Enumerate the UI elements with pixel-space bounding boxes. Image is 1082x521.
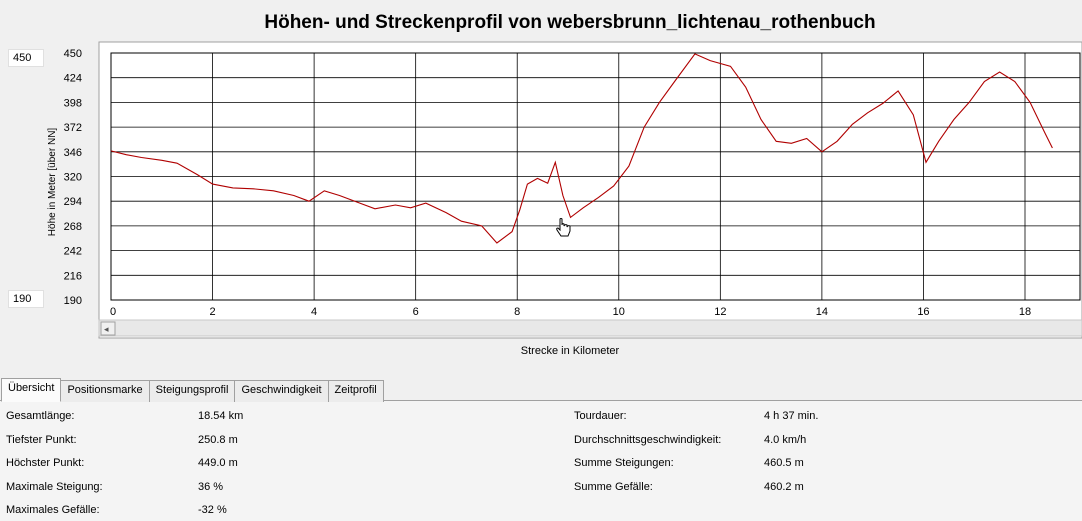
x-tick-label: 12: [714, 306, 726, 318]
chart-grid: [110, 52, 1081, 301]
x-tick-label: 6: [413, 306, 419, 318]
y-tick-label: 450: [64, 48, 82, 60]
x-tick-label: 0: [110, 306, 116, 318]
stat-label: Gesamtlänge:: [6, 410, 75, 422]
chart-title: Höhen- und Streckenprofil von webersbrun…: [264, 12, 875, 33]
stat-label: Tourdauer:: [574, 410, 627, 422]
elevation-chart: Höhen- und Streckenprofil von webersbrun…: [47, 12, 1082, 357]
y-tick-label: 398: [64, 97, 82, 109]
stat-value: 449.0 m: [198, 457, 238, 469]
elevation-series: [110, 53, 1053, 244]
x-tick-label: 10: [613, 306, 625, 318]
stat-value: 460.5 m: [764, 457, 804, 469]
y-axis-label: Höhe in Meter [über NN]: [47, 128, 58, 237]
tab-zeitprofil[interactable]: Zeitprofil: [327, 380, 384, 402]
stat-value: 460.2 m: [764, 480, 804, 493]
y-tick-label: 190: [64, 295, 82, 307]
stat-value: 36 %: [198, 480, 224, 493]
y-max-input[interactable]: 450: [8, 49, 44, 67]
x-axis-label: Strecke in Kilometer: [521, 345, 620, 357]
scroll-left-arrow-icon: ◂: [104, 324, 109, 334]
x-tick-label: 2: [209, 306, 215, 318]
stat-label: Summe Steigungen:: [574, 457, 674, 469]
stat-label: Summe Gefälle:: [574, 480, 653, 493]
y-tick-label: 242: [64, 246, 82, 258]
x-tick-label: 8: [514, 306, 520, 318]
stat-label: Maximales Gefälle:: [6, 504, 100, 516]
elevation-line: [110, 53, 1053, 244]
x-tick-label: 14: [816, 306, 828, 318]
y-min-input[interactable]: 190: [8, 290, 44, 308]
horizontal-scrollbar[interactable]: [98, 319, 1082, 337]
overview-panel: Gesamtlänge: 18.54 km Tiefster Punkt: 250.8…: [0, 400, 1082, 521]
y-tick-label: 294: [64, 196, 82, 208]
y-tick-label: 346: [64, 147, 82, 159]
tab-geschwindigkeit[interactable]: Geschwindigkeit: [234, 380, 329, 402]
stat-label: Höchster Punkt:: [6, 457, 85, 469]
x-axis-ticks: 0 2 4 6 8 10 12 14 16 18: [110, 306, 1031, 318]
tab-steigungsprofil[interactable]: Steigungsprofil: [148, 380, 236, 402]
tab-positionsmarke[interactable]: Positionsmarke: [60, 380, 150, 402]
x-tick-label: 4: [311, 306, 317, 318]
stat-value: 18.54 km: [198, 410, 244, 422]
y-tick-label: 320: [64, 172, 82, 184]
tab-uebersicht[interactable]: Übersicht: [1, 378, 62, 402]
tab-bar: Übersicht Positionsmarke Steigungsprofil…: [1, 378, 384, 402]
x-tick-label: 16: [917, 306, 929, 318]
scroll-left-button[interactable]: [100, 321, 116, 336]
y-tick-label: 268: [64, 221, 82, 233]
y-tick-label: 372: [64, 122, 82, 134]
y-tick-label: 424: [64, 73, 82, 85]
stat-label: Tiefster Punkt:: [6, 433, 77, 446]
hand-cursor-icon: [556, 218, 571, 237]
stat-label: Maximale Steigung:: [6, 480, 103, 493]
stat-value: -32 %: [198, 504, 227, 516]
stat-value: 4.0 km/h: [764, 433, 807, 446]
stat-value: 250.8 m: [198, 433, 238, 446]
stat-value: 4 h 37 min.: [764, 410, 819, 422]
y-axis-ticks: 450 424 398 372 346 320 294 268 242 216 190: [64, 48, 82, 307]
stat-label: Durchschnittsgeschwindigkeit:: [574, 433, 722, 446]
x-tick-label: 18: [1019, 306, 1031, 318]
y-tick-label: 216: [64, 270, 82, 282]
